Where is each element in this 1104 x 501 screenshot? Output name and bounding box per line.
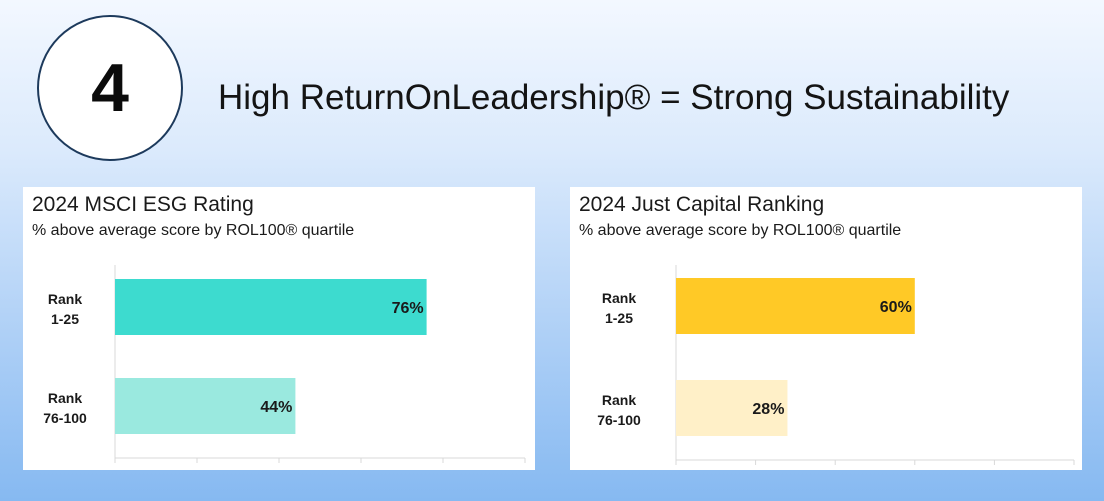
just-capital-data-label-1: 60%	[880, 299, 912, 316]
just-capital-chart-subtitle: % above average score by ROL100® quartil…	[579, 222, 902, 239]
msci-chart-panel: 76% Rank 1-25 44% Rank 76-100 2024 MSCI ESG R…	[23, 187, 535, 470]
step-number: 4	[91, 50, 129, 126]
msci-data-label-2: 44%	[260, 399, 292, 416]
page-title: High ReturnOnLeadership® = Strong Sustai…	[218, 78, 1010, 117]
msci-category-label-1: Rank	[48, 291, 82, 307]
msci-category-label-2: Rank	[48, 390, 82, 406]
just-capital-category-label-1: 1-25	[605, 310, 633, 326]
just-capital-bar-2	[676, 380, 788, 436]
just-capital-chart-panel: 60% Rank 1-25 28% Rank 76-100 2024 Just Capit…	[570, 187, 1082, 470]
step-number-badge: 4	[37, 15, 183, 161]
msci-bar-1	[115, 279, 427, 335]
just-capital-category-label-2: Rank	[602, 392, 636, 408]
msci-chart-title: 2024 MSCI ESG Rating	[32, 193, 254, 216]
msci-data-label-1: 76%	[392, 300, 424, 317]
just-capital-data-label-2: 28%	[752, 401, 784, 418]
just-capital-category-label-1: Rank	[602, 290, 636, 306]
msci-chart-subtitle: % above average score by ROL100® quartil…	[32, 222, 355, 239]
msci-category-label-2: 76-100	[43, 410, 87, 426]
msci-category-label-1: 1-25	[51, 311, 79, 327]
msci-chart: 76% Rank 1-25 44% Rank 76-100	[43, 265, 526, 463]
just-capital-chart: 60% Rank 1-25 28% Rank 76-100	[597, 265, 1075, 465]
just-capital-chart-title: 2024 Just Capital Ranking	[579, 193, 825, 216]
just-capital-category-label-2: 76-100	[597, 412, 641, 428]
just-capital-bar-1	[676, 278, 915, 334]
msci-bar-2	[115, 378, 296, 434]
